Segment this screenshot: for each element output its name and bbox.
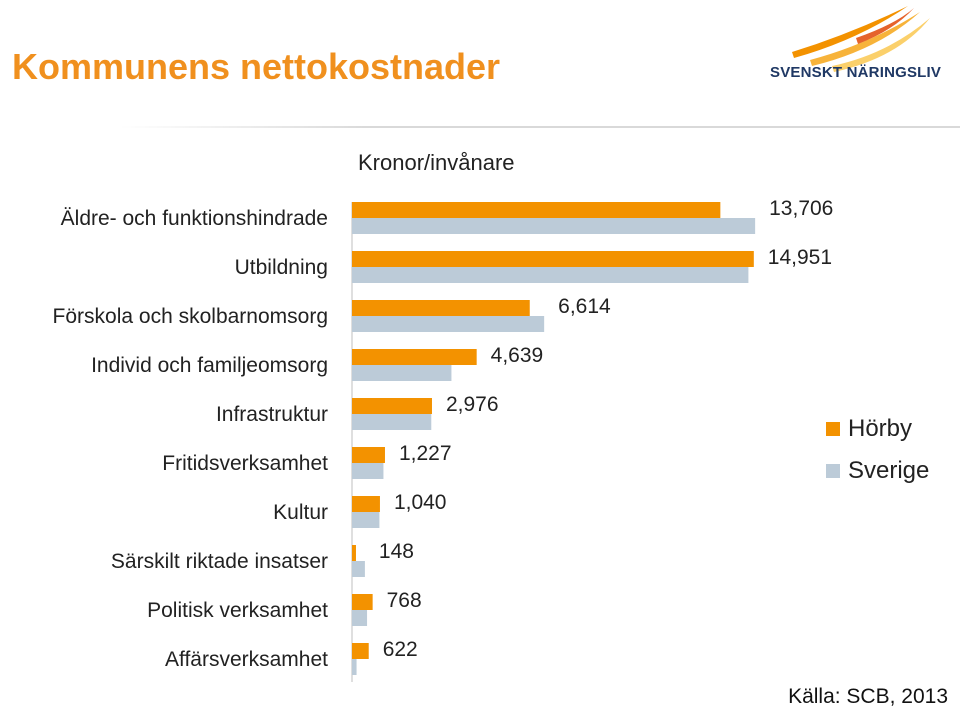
bar-horby-forskola-och-skolbarnomsorg xyxy=(352,300,530,316)
bar-sverige-utbildning xyxy=(352,267,749,283)
data-label-fritidsverksamhet: 1,227 xyxy=(399,442,452,465)
bar-horby-kultur xyxy=(352,496,380,512)
legend-swatch-horby xyxy=(826,422,840,436)
data-label-individ-och-familjeomsorg: 4,639 xyxy=(491,344,544,367)
category-label-utbildning: Utbildning xyxy=(235,256,328,279)
bar-horby-individ-och-familjeomsorg xyxy=(352,349,477,365)
chart-title: Kronor/invånare xyxy=(358,150,515,175)
data-label-aldre-och-funktionshindrade: 13,706 xyxy=(769,197,833,220)
category-label-kultur: Kultur xyxy=(273,501,328,524)
divider xyxy=(120,126,960,128)
bar-horby-politisk-verksamhet xyxy=(352,594,373,610)
bar-sverige-affarsverksamhet xyxy=(352,659,357,675)
bar-sverige-infrastruktur xyxy=(352,414,432,430)
bar-sverige-kultur xyxy=(352,512,380,528)
legend-label-horby: Hörby xyxy=(848,415,913,442)
category-label-politisk-verksamhet: Politisk verksamhet xyxy=(147,599,328,622)
category-label-aldre-och-funktionshindrade: Äldre- och funktionshindrade xyxy=(61,207,328,230)
bar-sverige-aldre-och-funktionshindrade xyxy=(352,218,756,234)
legend-label-sverige: Sverige xyxy=(848,457,930,484)
bar-sverige-politisk-verksamhet xyxy=(352,610,368,626)
source-note: Källa: SCB, 2013 xyxy=(788,685,948,708)
category-label-affarsverksamhet: Affärsverksamhet xyxy=(165,648,328,671)
bar-horby-sarskilt-riktade-insatser xyxy=(352,545,356,561)
category-label-individ-och-familjeomsorg: Individ och familjeomsorg xyxy=(91,354,328,377)
category-label-fritidsverksamhet: Fritidsverksamhet xyxy=(162,452,328,475)
legend-swatch-sverige xyxy=(826,464,840,478)
data-label-utbildning: 14,951 xyxy=(768,246,832,269)
legend-item-sverige: Sverige xyxy=(826,450,929,492)
svenskt-naringsliv-logo xyxy=(792,6,930,72)
logo-text: SVENSKT NÄRINGSLIV xyxy=(770,64,942,81)
page-title: Kommunens nettokostnader xyxy=(12,46,501,87)
bar-horby-aldre-och-funktionshindrade xyxy=(352,202,721,218)
bar-horby-utbildning xyxy=(352,251,754,267)
bar-sverige-forskola-och-skolbarnomsorg xyxy=(352,316,545,332)
data-label-kultur: 1,040 xyxy=(394,491,447,514)
data-label-infrastruktur: 2,976 xyxy=(446,393,499,416)
bar-horby-fritidsverksamhet xyxy=(352,447,385,463)
bar-sverige-fritidsverksamhet xyxy=(352,463,384,479)
legend-item-horby: Hörby xyxy=(826,408,929,450)
category-label-infrastruktur: Infrastruktur xyxy=(216,403,328,426)
bar-horby-affarsverksamhet xyxy=(352,643,369,659)
legend: Hörby Sverige xyxy=(826,408,929,492)
data-label-sarskilt-riktade-insatser: 148 xyxy=(379,540,414,563)
bar-sverige-sarskilt-riktade-insatser xyxy=(352,561,365,577)
data-label-politisk-verksamhet: 768 xyxy=(387,589,422,612)
category-label-forskola-och-skolbarnomsorg: Förskola och skolbarnomsorg xyxy=(53,305,328,328)
data-label-forskola-och-skolbarnomsorg: 6,614 xyxy=(558,295,611,318)
bar-sverige-individ-och-familjeomsorg xyxy=(352,365,452,381)
data-label-affarsverksamhet: 622 xyxy=(383,638,418,661)
bar-horby-infrastruktur xyxy=(352,398,432,414)
category-label-sarskilt-riktade-insatser: Särskilt riktade insatser xyxy=(111,550,328,573)
